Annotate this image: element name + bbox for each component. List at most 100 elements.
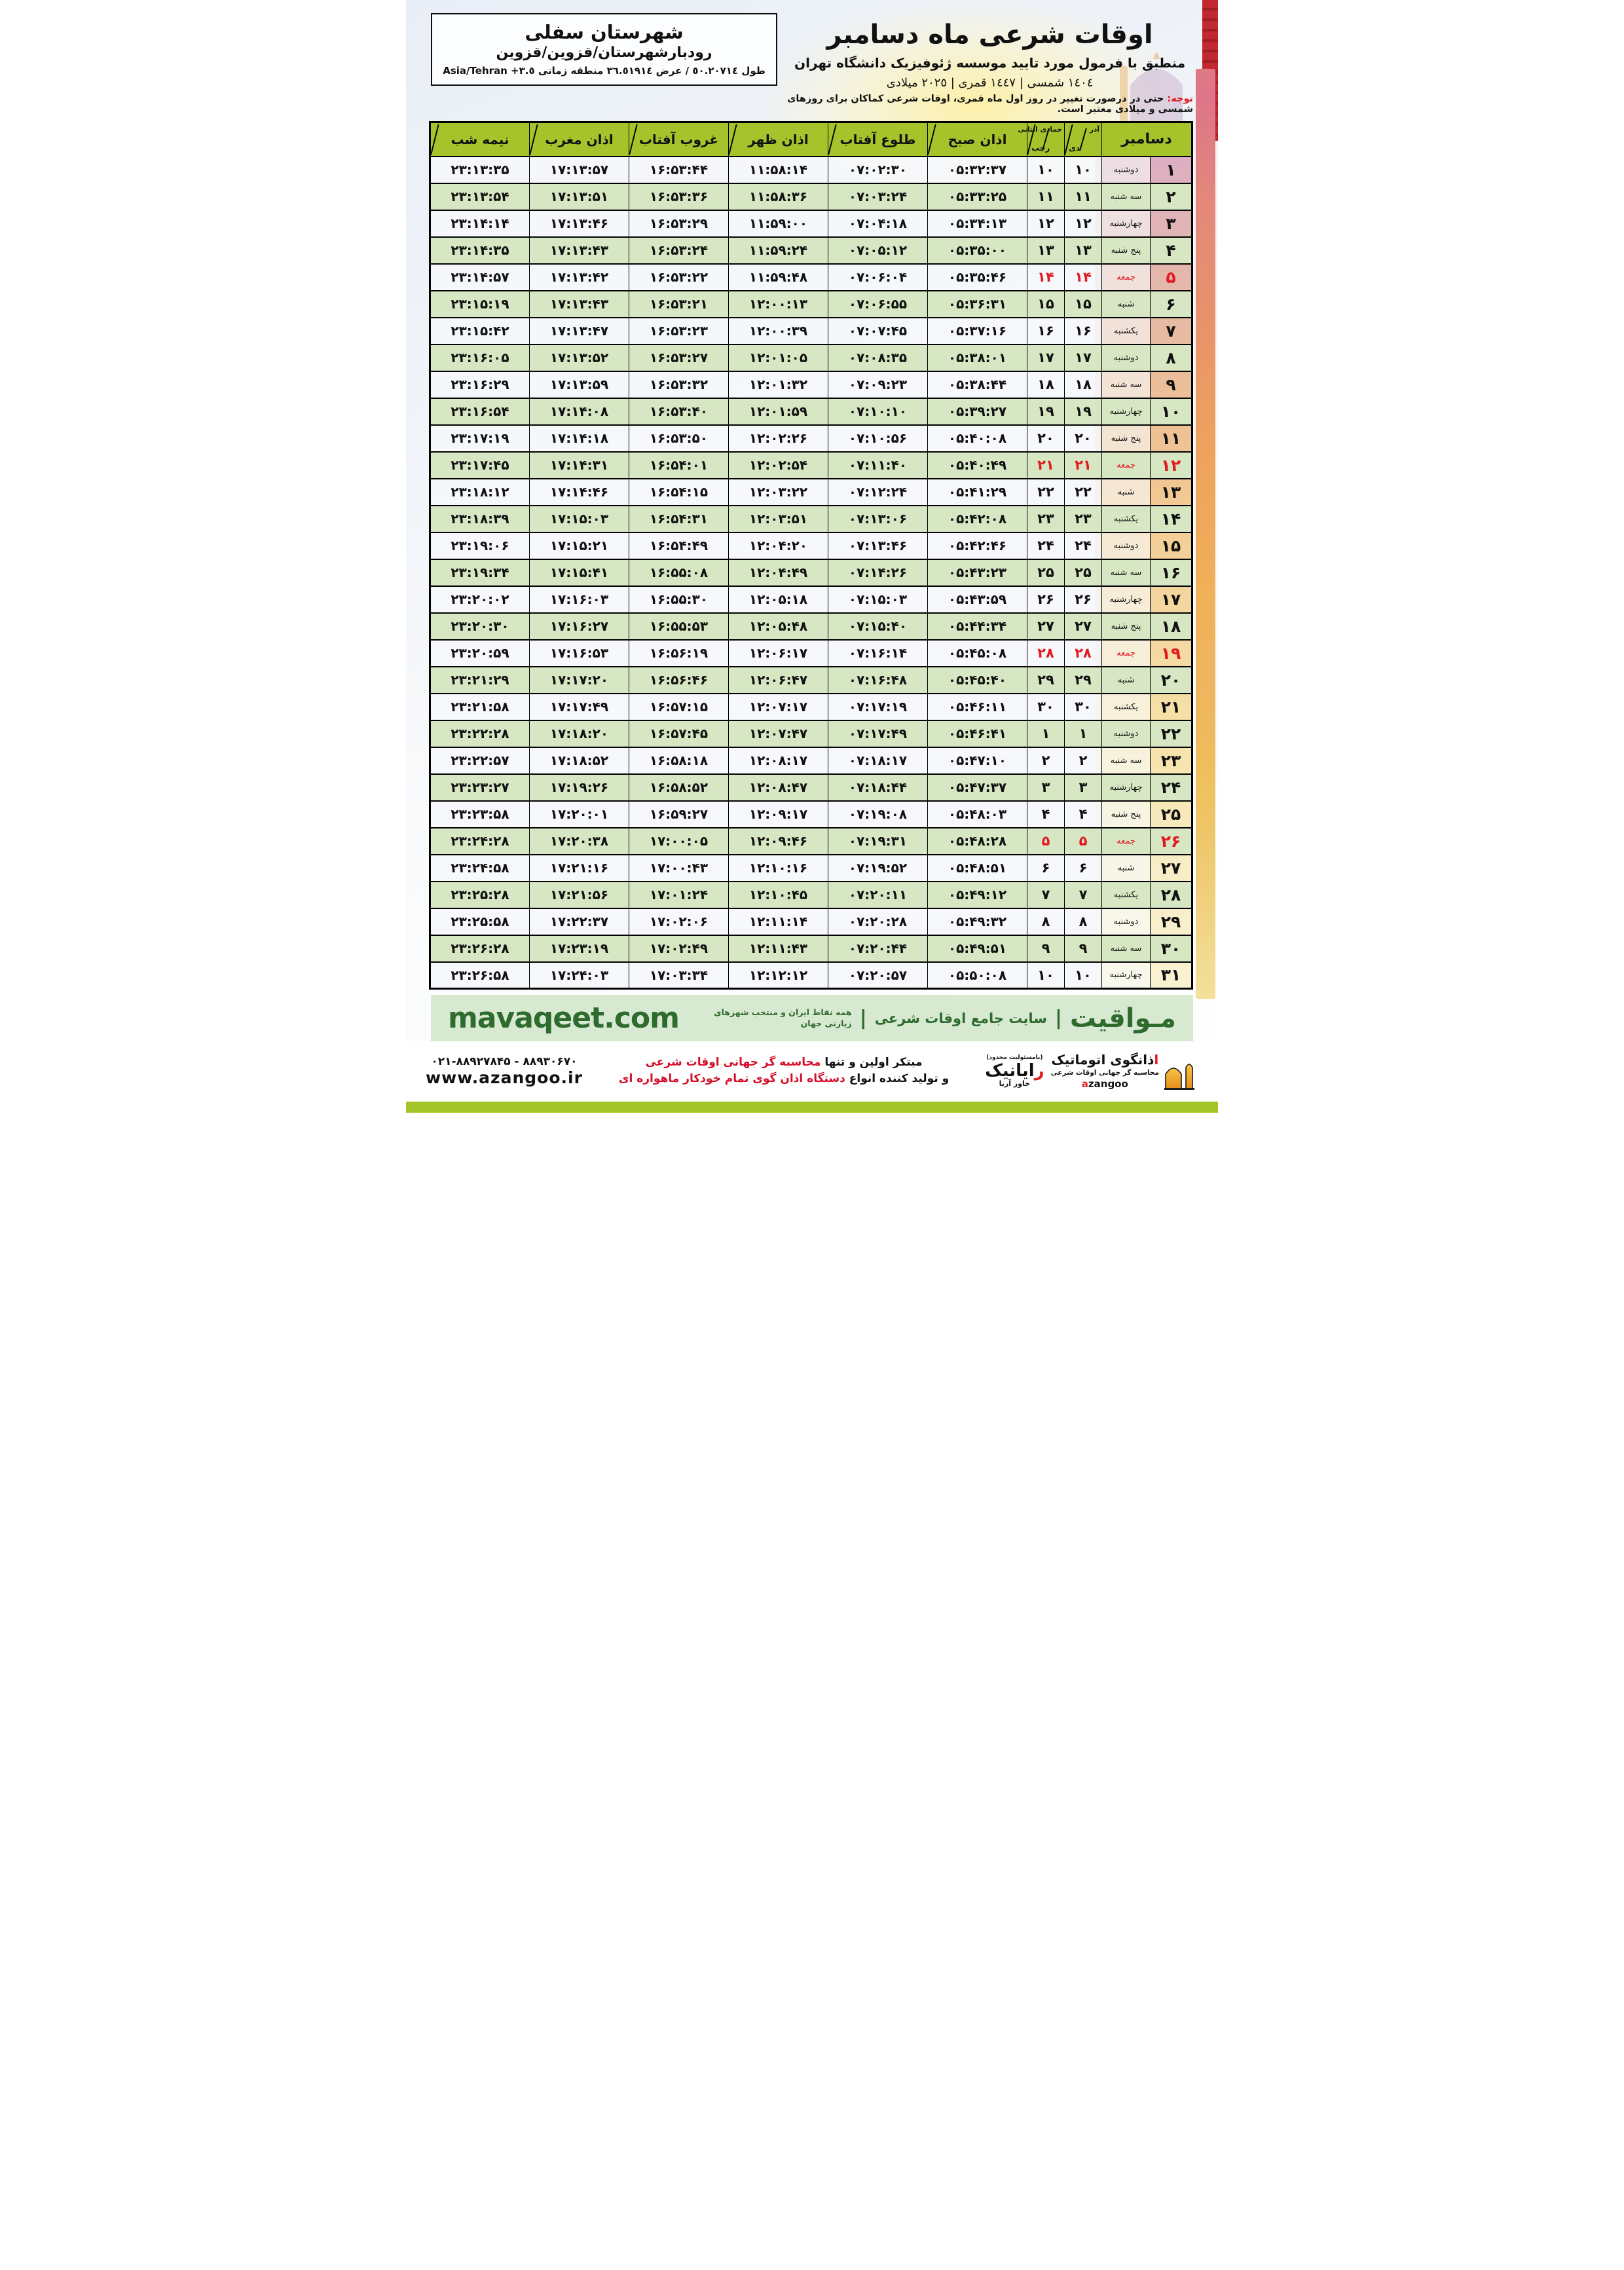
cell-fajr: ۰۵:۳۹:۲۷ <box>927 397 1027 426</box>
cell-midnight: ۲۳:۱۶:۰۵ <box>429 343 530 372</box>
cell-day: ۱۴ <box>1150 504 1192 533</box>
cell-dhuhr: ۱۲:۰۵:۴۸ <box>728 612 828 641</box>
location-box: شهرستان سفلی رودبارشهرستان/قزوین/قزوین ط… <box>431 13 778 86</box>
rayanik-name: رایانیک <box>985 1061 1044 1081</box>
cell-maghrib: ۱۷:۲۱:۵۶ <box>528 880 629 909</box>
cell-weekday: جمعه <box>1101 827 1151 855</box>
cell-day: ۲۶ <box>1150 827 1192 855</box>
solar-month-top-label: آذر <box>1089 126 1099 134</box>
cell-sunset: ۱۶:۵۴:۴۹ <box>628 531 729 560</box>
cell-fajr: ۰۵:۴۲:۰۸ <box>927 504 1027 533</box>
col-header-dhuhr: اذان ظهر <box>728 122 828 157</box>
cell-day: ۲۱ <box>1150 692 1192 721</box>
cell-fajr: ۰۵:۳۸:۰۱ <box>927 343 1027 372</box>
cell-day: ۲۷ <box>1150 853 1192 882</box>
cell-day: ۲۳ <box>1150 746 1192 775</box>
cell-weekday: جمعه <box>1101 263 1151 291</box>
col-header-sunrise: طلوع آفتاب <box>827 122 928 157</box>
cell-maghrib: ۱۷:۱۸:۲۰ <box>528 719 629 748</box>
cell-dhuhr: ۱۲:۰۱:۳۲ <box>728 370 828 399</box>
cell-day: ۶ <box>1150 289 1192 318</box>
cell-sunrise: ۰۷:۰۳:۲۴ <box>827 182 928 211</box>
cell-dhuhr: ۱۲:۱۰:۴۵ <box>728 880 828 909</box>
prayer-table-body: ۱ دوشنبه ۱۰ ۱۰ ۰۵:۳۲:۳۷ ۰۷:۰۲:۳۰ ۱۱:۵۸:۱۴ ۱۶:۵۳… <box>429 155 1192 990</box>
bottom-green-bar <box>406 1102 1218 1113</box>
cell-fajr: ۰۵:۳۶:۳۱ <box>927 289 1027 318</box>
cell-lunar-date: ۱۶ <box>1026 316 1065 345</box>
cell-fajr: ۰۵:۴۶:۱۱ <box>927 692 1027 721</box>
cell-fajr: ۰۵:۴۷:۳۷ <box>927 773 1027 802</box>
cell-maghrib: ۱۷:۱۴:۳۱ <box>528 451 629 479</box>
table-row: ۲۳ سه شنبه ۲ ۲ ۰۵:۴۷:۱۰ ۰۷:۱۸:۱۷ ۱۲:۰۸:۱۷ ۱۶:۵۸… <box>429 746 1192 775</box>
cell-midnight: ۲۳:۱۶:۲۹ <box>429 370 530 399</box>
cell-midnight: ۲۳:۱۷:۴۵ <box>429 451 530 479</box>
cell-midnight: ۲۳:۱۳:۵۴ <box>429 182 530 211</box>
cell-midnight: ۲۳:۲۱:۵۸ <box>429 692 530 721</box>
cell-sunrise: ۰۷:۱۹:۰۸ <box>827 800 928 828</box>
cell-solar-date: ۲ <box>1063 746 1102 775</box>
cell-solar-date: ۱۸ <box>1063 370 1102 399</box>
cell-solar-date: ۱۰ <box>1063 961 1102 990</box>
table-row: ۲۵ پنج شنبه ۴ ۴ ۰۵:۴۸:۰۳ ۰۷:۱۹:۰۸ ۱۲:۰۹:۱۷ ۱۶:۵… <box>429 800 1192 828</box>
footer: اذانگوی اتوماتیک محاسبه گر جهانی اوقات ش… <box>406 1041 1218 1102</box>
timezone-text: Asia/Tehran +٣.٥ <box>443 65 535 77</box>
cell-solar-date: ۷ <box>1063 880 1102 909</box>
cell-dhuhr: ۱۱:۵۹:۲۴ <box>728 236 828 265</box>
cell-weekday: دوشنبه <box>1101 907 1151 936</box>
cell-sunrise: ۰۷:۱۱:۴۰ <box>827 451 928 479</box>
cell-maghrib: ۱۷:۲۱:۱۶ <box>528 853 629 882</box>
cell-lunar-date: ۲۴ <box>1026 531 1065 560</box>
cell-sunset: ۱۶:۵۶:۴۶ <box>628 665 729 694</box>
cell-fajr: ۰۵:۴۹:۳۲ <box>927 907 1027 936</box>
cell-dhuhr: ۱۲:۱۲:۱۲ <box>728 961 828 990</box>
cell-solar-date: ۶ <box>1063 853 1102 882</box>
cell-midnight: ۲۳:۲۰:۰۲ <box>429 585 530 614</box>
mavaqeet-domain-link[interactable]: mavaqeet.com <box>448 1001 680 1035</box>
split-divider <box>1079 128 1087 151</box>
cell-day: ۱۳ <box>1150 477 1192 506</box>
cell-day: ۲۴ <box>1150 773 1192 802</box>
cell-maghrib: ۱۷:۱۸:۵۲ <box>528 746 629 775</box>
table-row: ۱ دوشنبه ۱۰ ۱۰ ۰۵:۳۲:۳۷ ۰۷:۰۲:۳۰ ۱۱:۵۸:۱۴ ۱۶:۵۳… <box>429 155 1192 184</box>
cell-sunrise: ۰۷:۱۳:۰۶ <box>827 504 928 533</box>
cell-maghrib: ۱۷:۱۵:۴۱ <box>528 558 629 587</box>
azangoo-website-link[interactable]: www.azangoo.ir <box>426 1068 583 1087</box>
cell-weekday: سه شنبه <box>1101 934 1151 963</box>
rayanik-rest: ایانیک <box>985 1060 1035 1081</box>
cell-sunrise: ۰۷:۰۶:۵۵ <box>827 289 928 318</box>
cell-fajr: ۰۵:۳۵:۴۶ <box>927 263 1027 291</box>
cell-sunset: ۱۶:۵۵:۳۰ <box>628 585 729 614</box>
cell-lunar-date: ۹ <box>1026 934 1065 963</box>
cell-day: ۱۶ <box>1150 558 1192 587</box>
cell-dhuhr: ۱۲:۰۷:۱۷ <box>728 692 828 721</box>
cell-day: ۲۹ <box>1150 907 1192 936</box>
azangoo-dome-icon <box>1164 1064 1194 1090</box>
cell-weekday: پنج شنبه <box>1101 236 1151 265</box>
page-header: اوقات شرعی ماه دسامبر منطبق با فرمول مور… <box>406 0 1218 90</box>
cell-sunset: ۱۶:۵۵:۰۸ <box>628 558 729 587</box>
cell-day: ۱۰ <box>1150 397 1192 426</box>
cell-maghrib: ۱۷:۲۴:۰۳ <box>528 961 629 990</box>
cell-sunset: ۱۶:۵۳:۲۴ <box>628 236 729 265</box>
cell-fajr: ۰۵:۴۰:۴۹ <box>927 451 1027 479</box>
cell-sunrise: ۰۷:۱۹:۳۱ <box>827 827 928 855</box>
cell-weekday: شنبه <box>1101 665 1151 694</box>
cell-weekday: جمعه <box>1101 639 1151 667</box>
col-header-december: دسامبر <box>1101 122 1193 157</box>
cell-weekday: دوشنبه <box>1101 531 1151 560</box>
cell-midnight: ۲۳:۲۰:۳۰ <box>429 612 530 641</box>
table-row: ۲۱ یکشنبه ۳۰ ۳۰ ۰۵:۴۶:۱۱ ۰۷:۱۷:۱۹ ۱۲:۰۷:۱۷ ۱۶:۵… <box>429 692 1192 721</box>
cell-solar-date: ۲۵ <box>1063 558 1102 587</box>
cell-midnight: ۲۳:۱۵:۱۹ <box>429 289 530 318</box>
cell-dhuhr: ۱۲:۰۶:۴۷ <box>728 665 828 694</box>
table-row: ۱۵ دوشنبه ۲۴ ۲۴ ۰۵:۴۲:۴۶ ۰۷:۱۳:۴۶ ۱۲:۰۴:۲۰ ۱۶:۵… <box>429 531 1192 560</box>
cell-midnight: ۲۳:۱۳:۳۵ <box>429 155 530 184</box>
cell-day: ۹ <box>1150 370 1192 399</box>
cell-dhuhr: ۱۲:۱۱:۱۴ <box>728 907 828 936</box>
cell-day: ۱ <box>1150 155 1192 184</box>
cell-lunar-date: ۱۰ <box>1026 961 1065 990</box>
cell-solar-date: ۲۲ <box>1063 477 1102 506</box>
mavaqeet-band: مـواقیت | سایت جامع اوقات شرعی | همه نقا… <box>431 995 1193 1041</box>
cell-sunrise: ۰۷:۲۰:۵۷ <box>827 961 928 990</box>
cell-sunset: ۱۶:۵۳:۲۳ <box>628 316 729 345</box>
